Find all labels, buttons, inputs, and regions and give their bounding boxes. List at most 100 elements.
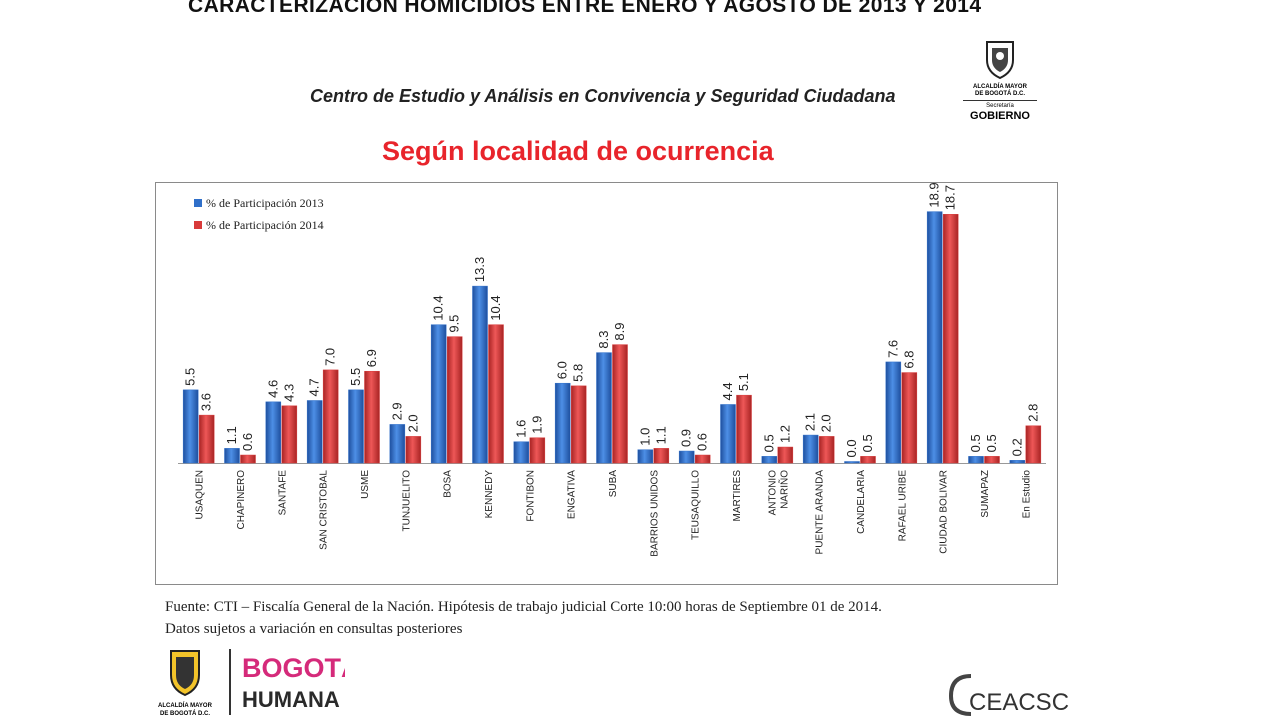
- bar-2013: [637, 449, 654, 464]
- data-label-2014: 2.0: [819, 414, 834, 432]
- bar-2013: [1009, 460, 1026, 464]
- gob-logo-line1: ALCALDÍA MAYOR: [973, 84, 1027, 90]
- bar-2014: [901, 372, 918, 464]
- data-label-2014: 6.9: [364, 349, 379, 367]
- source-note: Fuente: CTI – Fiscalía General de la Nac…: [165, 596, 882, 640]
- bar-2014: [446, 336, 463, 464]
- legend-label-2013: % de Participación 2013: [206, 196, 324, 210]
- data-label-2013: 0.0: [844, 439, 859, 457]
- data-label-2014: 2.0: [405, 414, 420, 432]
- data-label-2013: 6.0: [555, 361, 570, 379]
- data-label-2014: 18.7: [943, 185, 958, 210]
- category-label: En Estudio: [1021, 470, 1032, 519]
- data-label-2013: 5.5: [348, 368, 363, 386]
- bar-2014: [240, 454, 256, 464]
- gob-logo-line4: GOBIERNO: [970, 110, 1030, 122]
- data-label-2014: 5.1: [736, 373, 751, 391]
- data-label-2013: 0.2: [1009, 438, 1024, 456]
- chart-container: 5.5 3.6 USAQUEN 1.1 0.6 CHAPINERO 4.6 4.3 SANTAF…: [155, 182, 1058, 585]
- legend-swatch-2014: [194, 221, 202, 229]
- data-label-2014: 3.6: [199, 393, 214, 411]
- data-label-2014: 1.2: [777, 425, 792, 443]
- category-label: TEUSAQUILLO: [691, 470, 702, 540]
- data-label-2013: 1.6: [513, 420, 528, 438]
- bar-2014: [942, 214, 959, 464]
- center-title: Centro de Estudio y Análisis en Conviven…: [310, 86, 896, 106]
- alcaldia-gobierno-logo: ALCALDÍA MAYOR DE BOGOTÁ D.C. Secretaría…: [955, 38, 1045, 133]
- bar-2013: [968, 456, 984, 464]
- category-label: BOSA: [443, 470, 454, 498]
- category-label: SAN CRISTOBAL: [319, 470, 330, 550]
- data-label-2014: 10.4: [488, 295, 503, 320]
- bar-2013: [182, 389, 199, 464]
- bar-2013: [678, 450, 695, 464]
- bar-2014: [364, 370, 380, 464]
- bar-2013: [926, 211, 943, 464]
- bar-2014: [984, 456, 1000, 464]
- category-label: USAQUEN: [195, 470, 206, 519]
- bar-2013: [265, 401, 282, 464]
- seal-line-2: DE BOGOTÁ D.C.: [160, 710, 210, 717]
- bar-2013: [554, 382, 571, 464]
- bar-2013: [430, 324, 447, 464]
- category-label: USME: [360, 470, 371, 499]
- data-label-2014: 2.8: [1025, 404, 1040, 422]
- bar-2013: [885, 361, 902, 464]
- legend-swatch-2013: [194, 199, 202, 207]
- data-label-2013: 4.4: [720, 382, 735, 400]
- data-label-2014: 1.9: [529, 416, 544, 434]
- data-label-2014: 5.8: [571, 364, 586, 382]
- gob-logo-line3: Secretaría: [986, 103, 1014, 109]
- data-label-2013: 8.3: [596, 331, 611, 349]
- bar-2014: [612, 344, 628, 464]
- bar-2014: [405, 436, 422, 464]
- data-label-2014: 0.6: [240, 433, 255, 451]
- data-label-2013: 18.9: [927, 183, 942, 208]
- data-label-2013: 1.0: [637, 428, 652, 446]
- source-line-2: Datos sujetos a variación en consultas p…: [165, 621, 463, 637]
- bar-2013: [844, 461, 860, 464]
- data-label-2013: 10.4: [431, 295, 446, 320]
- data-label-2014: 8.9: [612, 323, 627, 341]
- category-label: CHAPINERO: [236, 470, 247, 530]
- data-label-2013: 5.5: [183, 368, 198, 386]
- bar-2013: [802, 434, 819, 464]
- bogota-word: BOGOTÁ: [242, 652, 345, 683]
- category-label: KENNEDY: [484, 470, 495, 519]
- seal-line-1: ALCALDÍA MAYOR: [158, 701, 213, 709]
- legend-label-2014: % de Participación 2014: [206, 218, 324, 232]
- category-label: MARTIRES: [732, 470, 743, 522]
- data-label-2013: 0.5: [761, 434, 776, 452]
- data-label-2013: 0.5: [968, 434, 983, 452]
- bogota-humana-logo: ALCALDÍA MAYOR DE BOGOTÁ D.C. BOGOTÁ HUM…: [155, 645, 361, 720]
- bar-2014: [860, 456, 876, 464]
- ceacsc-swoosh-icon: [948, 674, 972, 716]
- category-label: PUENTE ARANDA: [815, 470, 826, 555]
- bar-2014: [198, 414, 215, 464]
- bar-2014: [818, 436, 835, 464]
- gob-logo-line2: DE BOGOTÁ D.C.: [974, 91, 1025, 97]
- bar-2014: [777, 446, 794, 464]
- category-label: SUBA: [608, 470, 619, 498]
- category-label: ENGATIVA: [567, 470, 578, 519]
- category-label: CANDELARIA: [856, 470, 867, 534]
- data-label-2014: 9.5: [447, 315, 462, 333]
- bar-2013: [306, 400, 323, 464]
- bar-2014: [653, 448, 670, 464]
- bar-2013: [224, 448, 240, 464]
- bar-2014: [529, 437, 546, 464]
- bar-2014: [570, 385, 587, 464]
- data-label-2014: 4.3: [281, 384, 296, 402]
- data-label-2013: 4.6: [265, 380, 280, 398]
- bar-2014: [694, 454, 711, 464]
- category-label: TUNJUELITO: [401, 470, 412, 532]
- humana-word: HUMANA: [242, 687, 340, 712]
- chart-title: Según localidad de ocurrencia: [382, 136, 774, 166]
- category-label: RAFAEL URIBE: [897, 470, 908, 542]
- ceacsc-logo: CEACSC: [945, 668, 1075, 718]
- alcaldia-seal-icon: [170, 650, 200, 697]
- data-label-2014: 6.8: [901, 350, 916, 368]
- category-label: FONTIBON: [525, 470, 536, 522]
- data-label-2013: 1.1: [224, 426, 239, 444]
- bar-2013: [472, 285, 488, 464]
